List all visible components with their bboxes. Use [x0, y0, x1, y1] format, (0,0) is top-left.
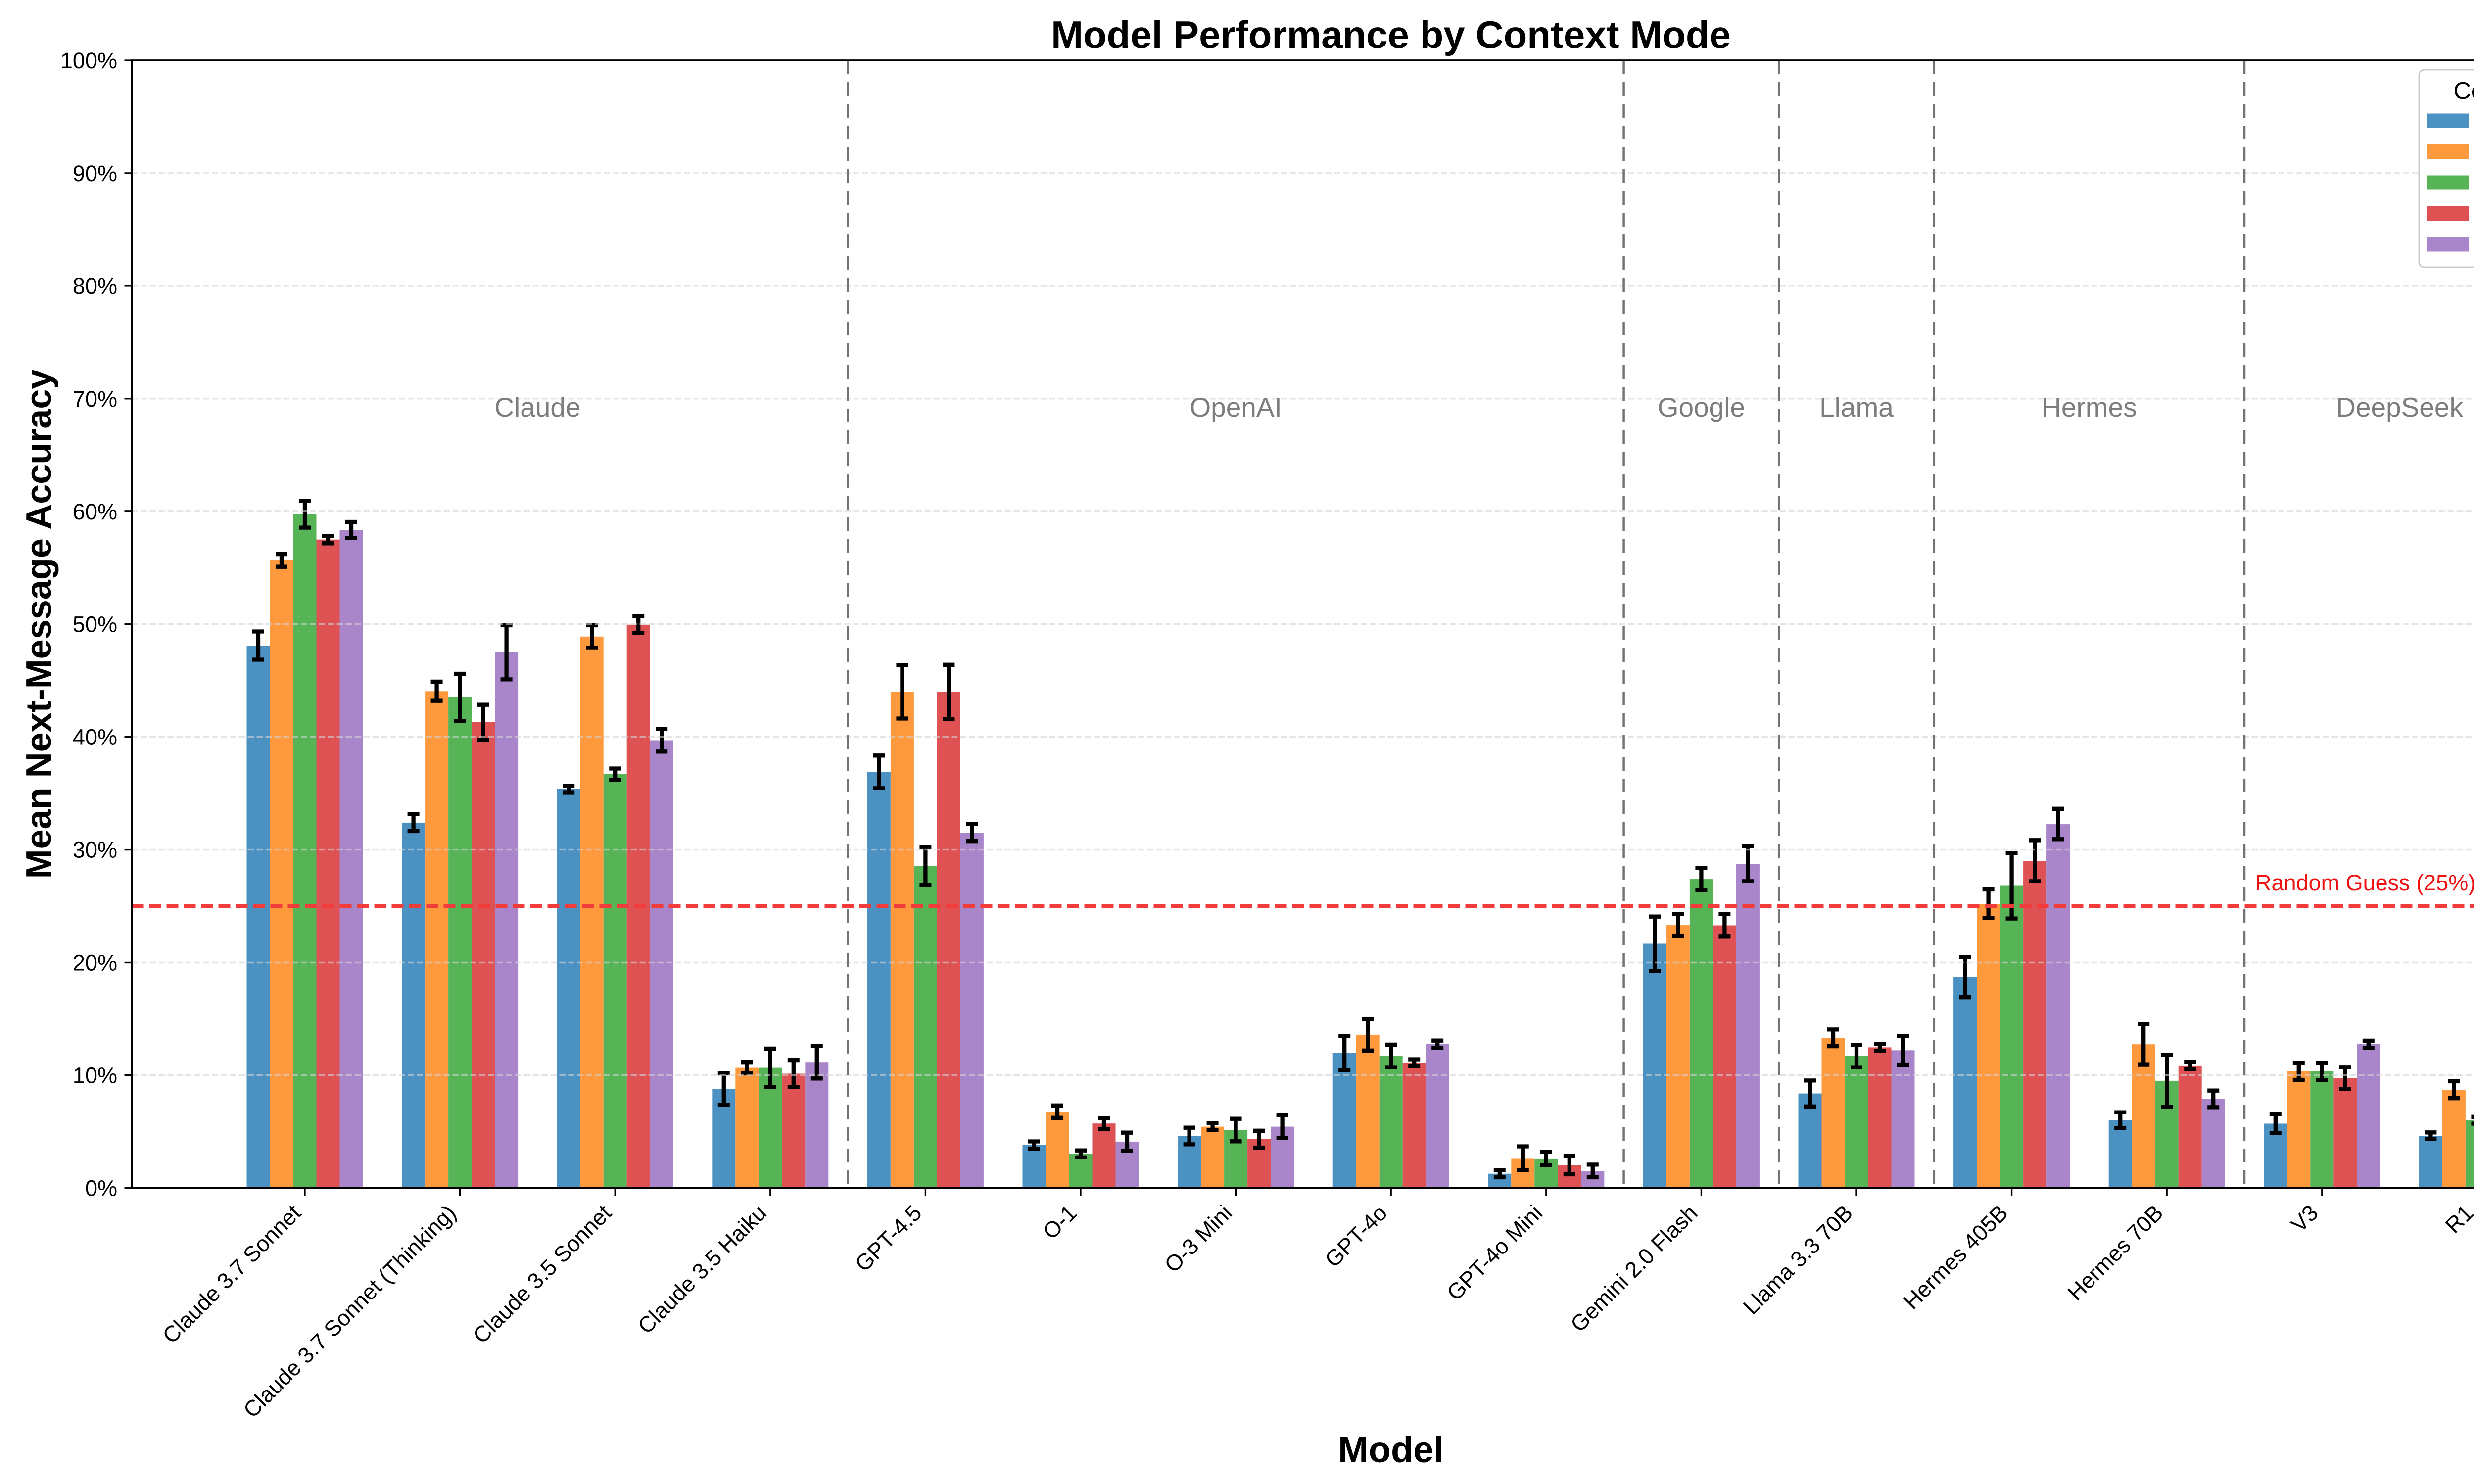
svg-text:Llama: Llama — [1819, 392, 1894, 422]
svg-text:Claude: Claude — [494, 392, 580, 422]
svg-text:70%: 70% — [73, 386, 117, 412]
svg-text:80%: 80% — [73, 274, 117, 299]
svg-text:OpenAI: OpenAI — [1189, 392, 1282, 422]
svg-text:Random Guess (25%): Random Guess (25%) — [2255, 870, 2474, 895]
svg-text:Context Mode: Context Mode — [2453, 78, 2474, 104]
svg-text:20%: 20% — [73, 950, 117, 975]
svg-text:Mean Next-Message Accuracy: Mean Next-Message Accuracy — [19, 370, 59, 879]
svg-text:DeepSeek: DeepSeek — [2336, 392, 2463, 422]
svg-text:Hermes: Hermes — [2042, 392, 2137, 422]
svg-text:90%: 90% — [73, 161, 117, 186]
svg-text:30%: 30% — [73, 837, 117, 863]
svg-text:100%: 100% — [60, 48, 117, 73]
svg-text:60%: 60% — [73, 499, 117, 524]
svg-text:0%: 0% — [85, 1175, 117, 1201]
svg-text:Google: Google — [1658, 392, 1745, 422]
svg-text:10%: 10% — [73, 1063, 117, 1088]
svg-text:Model: Model — [1338, 1429, 1444, 1470]
svg-text:Model Performance by Context M: Model Performance by Context Mode — [1051, 13, 1731, 56]
svg-text:40%: 40% — [73, 725, 117, 750]
svg-text:50%: 50% — [73, 612, 117, 637]
